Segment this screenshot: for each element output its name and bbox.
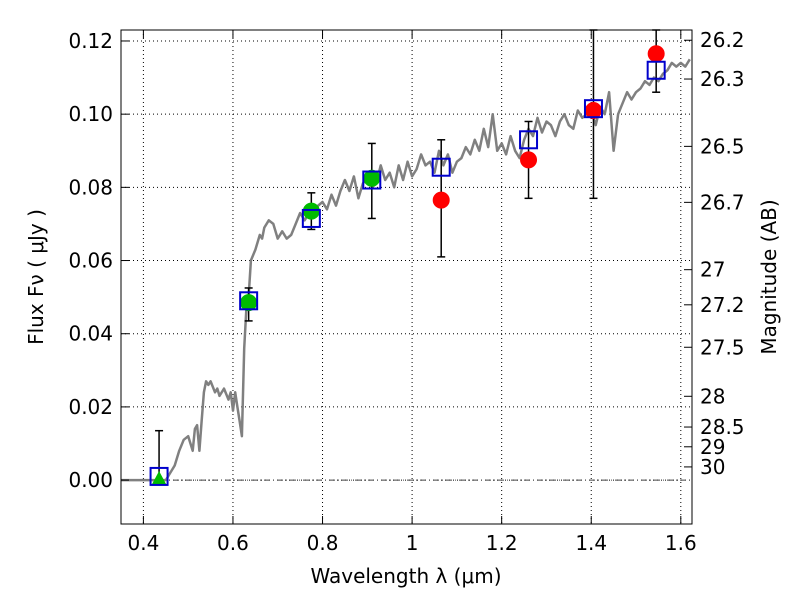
observed-point-red <box>520 151 538 169</box>
y-tick-label: 0.04 <box>68 322 113 346</box>
observed-point-green <box>363 169 381 187</box>
magnitude-tick-label: 28.5 <box>700 415 745 439</box>
observed-point-green <box>240 294 258 312</box>
observed-point-red <box>432 191 450 209</box>
observed-point-red <box>647 45 665 63</box>
magnitude-tick-label: 26.7 <box>700 190 745 214</box>
model-spectrum-line <box>121 58 691 482</box>
upper-limit-marker <box>151 471 167 486</box>
model-photometry-square <box>519 130 539 150</box>
model-photometry-square <box>362 170 382 190</box>
magnitude-tick-label: 27.2 <box>700 293 745 317</box>
x-tick-label: 0.4 <box>127 531 159 555</box>
magnitude-tick-label: 27.5 <box>700 335 745 359</box>
plot-frame <box>120 29 693 525</box>
magnitude-tick-label: 26.5 <box>700 134 745 158</box>
y-tick-label: 0.08 <box>68 175 113 199</box>
y2-axis-title: Magnitude (AB) <box>757 199 781 354</box>
x-axis-title: Wavelength λ (μm) <box>310 564 501 588</box>
data-series <box>121 29 691 486</box>
observed-point-red <box>584 102 602 120</box>
x-tick-label: 0.8 <box>307 531 339 555</box>
magnitude-tick-label: 26.2 <box>700 28 745 52</box>
x-tick-label: 1.4 <box>575 531 607 555</box>
y-tick-label: 0.00 <box>68 468 113 492</box>
model-photometry-square <box>583 99 603 119</box>
axis-ticks: 0.4 0.6 0.8 1 1.2 1.4 1.6 0.00 0.02 0.04 0.06 0.08 0… <box>68 28 744 555</box>
x-tick-label: 0.6 <box>217 531 249 555</box>
model-photometry-square <box>646 60 666 80</box>
y-tick-label: 0.02 <box>68 395 113 419</box>
x-tick-label: 1.2 <box>486 531 518 555</box>
model-photometry-square <box>239 291 259 311</box>
observed-point-green <box>302 202 320 220</box>
model-photometry-square <box>301 208 321 228</box>
magnitude-tick-label: 26.3 <box>700 67 745 91</box>
magnitude-tick-label: 30 <box>700 455 725 479</box>
magnitude-tick-label: 29 <box>700 435 725 459</box>
x-tick-label: 1.6 <box>665 531 697 555</box>
y-tick-label: 0.06 <box>68 249 113 273</box>
model-photometry-square <box>149 466 169 486</box>
y-tick-label: 0.10 <box>68 102 113 126</box>
y-axis-title: Flux Fν ( μJy ) <box>24 209 48 345</box>
magnitude-tick-label: 27 <box>700 258 725 282</box>
magnitude-tick-label: 28 <box>700 384 725 408</box>
model-photometry-square <box>431 157 451 177</box>
y-tick-label: 0.12 <box>68 29 113 53</box>
x-tick-label: 1 <box>406 531 419 555</box>
